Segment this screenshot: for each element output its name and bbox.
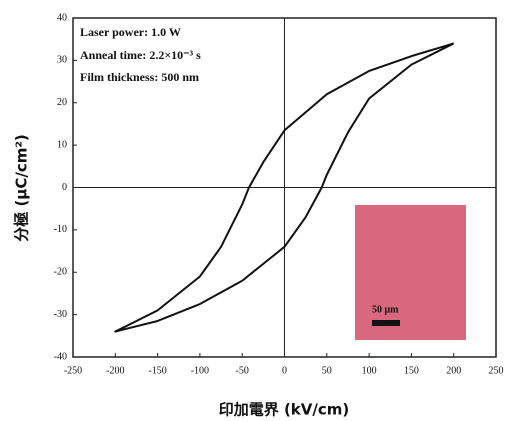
x-tick-label: 100: [362, 365, 377, 376]
y-tick-label: 40: [57, 12, 67, 23]
x-tick-label: -100: [191, 365, 209, 376]
y-tick-label: -40: [54, 351, 67, 362]
x-tick-label: -250: [64, 365, 82, 376]
annotation: Film thickness: 500 nm: [80, 70, 199, 84]
y-tick-label: 30: [57, 55, 67, 66]
x-tick-label: -50: [236, 365, 249, 376]
y-tick-label: 20: [57, 97, 67, 108]
y-tick-label: -10: [54, 224, 67, 235]
y-tick-label: -20: [54, 267, 67, 278]
x-tick-label: 200: [446, 365, 461, 376]
x-tick-label: -150: [148, 365, 166, 376]
scale-bar: [372, 320, 400, 326]
y-tick-label: 0: [62, 182, 67, 193]
y-tick-label: 10: [57, 139, 67, 150]
annotation: Anneal time: 2.2×10⁻³ s: [80, 48, 201, 62]
x-tick-label: 50: [322, 365, 332, 376]
x-axis-title: 印加電界 (kV/cm): [219, 401, 350, 419]
annotation: Laser power: 1.0 W: [80, 25, 181, 39]
x-tick-label: 0: [282, 365, 287, 376]
y-tick-label: -30: [54, 309, 67, 320]
scale-label: 50 μm: [372, 304, 399, 315]
x-tick-label: 250: [489, 365, 504, 376]
hysteresis-loop: [114, 42, 455, 333]
inset-image: [355, 205, 466, 340]
x-tick-label: 150: [404, 365, 419, 376]
x-tick-label: -200: [106, 365, 124, 376]
y-axis-title: 分極 (μC/cm²): [13, 134, 31, 242]
